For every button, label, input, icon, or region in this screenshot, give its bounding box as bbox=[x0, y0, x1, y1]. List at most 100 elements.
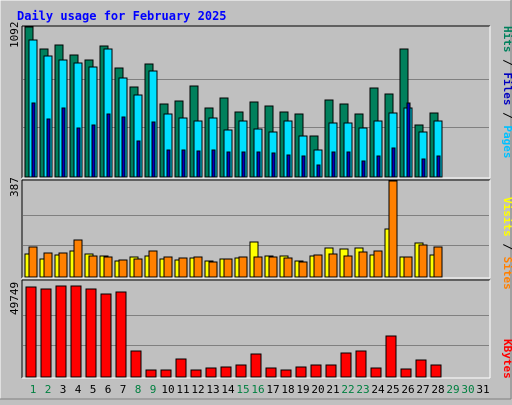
day-label: 30 bbox=[461, 383, 474, 396]
kbytes-bars bbox=[25, 285, 442, 378]
pages-bar bbox=[151, 121, 156, 178]
sites-bar bbox=[403, 256, 413, 278]
pages-bar bbox=[271, 152, 276, 178]
sites-bar bbox=[208, 261, 218, 278]
sites-bar bbox=[193, 256, 203, 278]
sites-bar bbox=[433, 246, 443, 278]
pages-bar bbox=[361, 160, 366, 178]
day-label: 17 bbox=[266, 383, 279, 396]
kbytes-bar bbox=[130, 350, 142, 378]
panel-hits-ymax: 1092 bbox=[8, 22, 21, 49]
pages-bar bbox=[31, 102, 36, 178]
pages-bar bbox=[196, 150, 201, 178]
side-legend-segment: Files bbox=[501, 72, 512, 105]
kbytes-bar bbox=[340, 352, 352, 378]
kbytes-bar bbox=[40, 288, 52, 378]
pages-bar bbox=[301, 155, 306, 178]
sites-bar bbox=[163, 256, 173, 278]
chart-title: Daily usage for February 2025 bbox=[17, 9, 227, 23]
sites-bar bbox=[73, 239, 83, 278]
kbytes-bar bbox=[55, 285, 67, 378]
side-legend-segment: / bbox=[501, 237, 512, 257]
day-label: 8 bbox=[135, 383, 142, 396]
kbytes-bar bbox=[190, 369, 202, 378]
kbytes-bar bbox=[430, 364, 442, 378]
pages-bar bbox=[181, 149, 186, 178]
pages-bar bbox=[76, 127, 81, 178]
sites-bar bbox=[328, 253, 338, 278]
day-label: 27 bbox=[416, 383, 429, 396]
sites-bar bbox=[388, 180, 398, 278]
side-legend-1: Visits / Sites bbox=[501, 197, 512, 290]
day-label: 28 bbox=[431, 383, 444, 396]
panel-visits-ymax: 387 bbox=[8, 177, 21, 197]
day-label: 31 bbox=[476, 383, 489, 396]
day-label: 9 bbox=[150, 383, 157, 396]
side-legend-segment: Hits bbox=[501, 26, 512, 53]
sites-bar bbox=[223, 258, 233, 278]
side-legend-segment: Pages bbox=[501, 125, 512, 158]
sites-bar bbox=[148, 250, 158, 278]
sites-bar bbox=[358, 251, 368, 278]
day-label: 2 bbox=[45, 383, 52, 396]
sites-bar bbox=[238, 256, 248, 278]
pages-bar bbox=[241, 151, 246, 178]
sites-bar bbox=[133, 258, 143, 278]
side-legend-segment: Visits bbox=[501, 197, 512, 237]
day-label: 20 bbox=[311, 383, 324, 396]
kbytes-bar bbox=[415, 359, 427, 378]
side-legend-2: KBytes bbox=[501, 339, 512, 379]
kbytes-bar bbox=[205, 367, 217, 378]
pages-bar bbox=[406, 102, 411, 178]
sites-bar bbox=[418, 244, 428, 278]
day-label: 15 bbox=[236, 383, 249, 396]
day-label: 7 bbox=[120, 383, 127, 396]
pages-bar bbox=[346, 151, 351, 178]
side-legend-segment: Sites bbox=[501, 257, 512, 290]
pages-bar bbox=[136, 140, 141, 178]
kbytes-bar bbox=[310, 364, 322, 378]
pages-bar bbox=[421, 158, 426, 178]
pages-bar bbox=[61, 107, 66, 178]
sites-bar bbox=[313, 254, 323, 278]
day-label: 11 bbox=[176, 383, 189, 396]
day-label: 14 bbox=[221, 383, 235, 396]
pages-bar bbox=[121, 116, 126, 178]
sites-bar bbox=[268, 256, 278, 278]
pages-bar bbox=[166, 149, 171, 178]
pages-bar bbox=[376, 155, 381, 178]
sites-bar bbox=[28, 246, 38, 278]
sites-bar bbox=[103, 256, 113, 278]
day-label: 23 bbox=[356, 383, 369, 396]
day-label: 12 bbox=[191, 383, 204, 396]
pages-bar bbox=[286, 154, 291, 178]
hits-files-pages-bars bbox=[24, 26, 443, 178]
side-legend-segment: / bbox=[501, 53, 512, 73]
kbytes-bar bbox=[100, 293, 112, 378]
day-label: 24 bbox=[371, 383, 385, 396]
kbytes-bar bbox=[295, 366, 307, 378]
kbytes-bar bbox=[145, 369, 157, 378]
kbytes-bar bbox=[25, 286, 37, 378]
sites-bar bbox=[298, 261, 308, 278]
kbytes-bar bbox=[385, 335, 397, 378]
pages-bar bbox=[331, 151, 336, 178]
sites-bar bbox=[88, 255, 98, 278]
pages-bar bbox=[436, 155, 441, 178]
kbytes-bar bbox=[235, 364, 247, 378]
sites-bar bbox=[253, 256, 263, 278]
sites-bar bbox=[283, 257, 293, 278]
day-label: 13 bbox=[206, 383, 219, 396]
pages-bar bbox=[391, 147, 396, 178]
kbytes-bar bbox=[400, 368, 412, 378]
kbytes-bar bbox=[280, 369, 292, 378]
side-legend-0: Hits / Files / Pages bbox=[501, 26, 512, 159]
kbytes-bar bbox=[325, 364, 337, 378]
kbytes-bar bbox=[85, 288, 97, 378]
chart-panels bbox=[21, 25, 491, 379]
sites-bar bbox=[43, 252, 53, 278]
day-label: 29 bbox=[446, 383, 459, 396]
day-label: 3 bbox=[60, 383, 67, 396]
